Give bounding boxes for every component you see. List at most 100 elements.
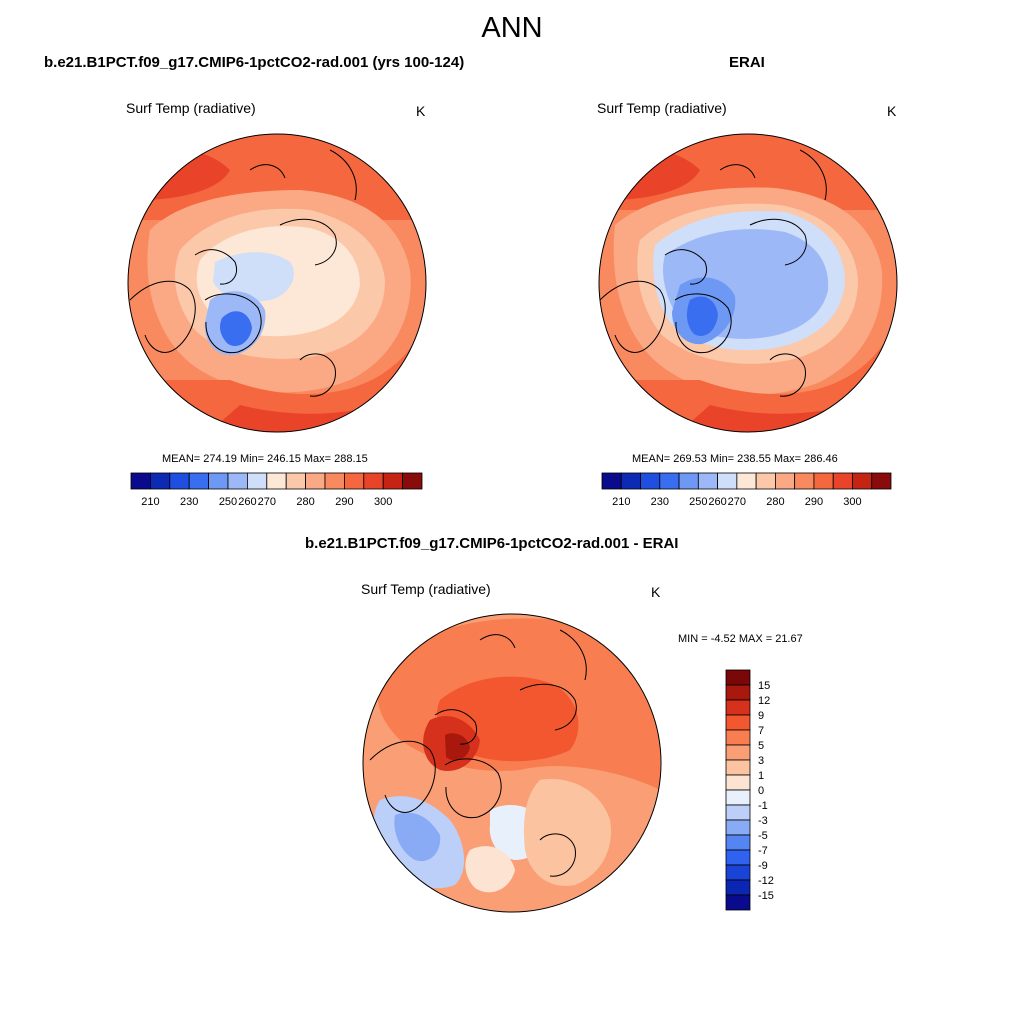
colorbar-difference-swatch: [725, 894, 751, 911]
colorbar-model-tick-label: 230: [180, 496, 198, 508]
colorbar-difference-swatch: [725, 714, 751, 731]
panel-3-variable: Surf Temp (radiative): [361, 581, 491, 597]
panel-3-stats: MIN = -4.52 MAX = 21.67: [678, 633, 803, 645]
colorbar-difference-tick-label: -12: [758, 875, 774, 887]
colorbar-model-swatch: [285, 472, 307, 490]
colorbar-model-swatch: [363, 472, 384, 490]
colorbar-erai-tick-label: 280: [766, 496, 784, 508]
colorbar-difference-tick-label: -7: [758, 845, 768, 857]
map-erai: [599, 134, 897, 432]
panel-3-title: b.e21.B1PCT.f09_g17.CMIP6-1pctCO2-rad.00…: [305, 535, 679, 552]
colorbar-erai-tick-label: 290: [805, 496, 823, 508]
colorbar-erai-swatch: [601, 472, 622, 490]
colorbar-erai-tick-label: 210: [612, 496, 630, 508]
colorbar-erai-tick-label: 270: [728, 496, 746, 508]
colorbar-model-tick-label: 300: [374, 496, 392, 508]
colorbar-erai-swatch: [659, 472, 680, 490]
colorbar-difference-swatch: [725, 789, 751, 806]
colorbar-erai-swatch: [852, 472, 873, 490]
colorbar-erai-tick-label: 300: [843, 496, 861, 508]
colorbar-erai-tick-label: 250: [689, 496, 707, 508]
colorbar-erai-swatch: [717, 472, 738, 490]
panel-1-variable: Surf Temp (radiative): [126, 100, 256, 116]
colorbar-model-swatch: [188, 472, 209, 490]
colorbar-model-swatch: [246, 472, 268, 490]
panel-2-stats: MEAN= 269.53 Min= 238.55 Max= 286.46: [632, 453, 838, 465]
colorbar-model-swatch: [130, 472, 151, 490]
colorbar-model-swatch: [266, 472, 287, 490]
colorbar-erai-swatch: [736, 472, 757, 490]
colorbar-difference-tick-label: 0: [758, 785, 764, 797]
colorbar-erai-swatch: [775, 472, 796, 490]
map-erai-border: [598, 133, 898, 433]
colorbar-difference-swatch: [725, 699, 751, 716]
colorbar-model-swatch: [343, 472, 365, 490]
colorbar-erai-tick-label: 230: [651, 496, 669, 508]
figure-title: ANN: [481, 12, 543, 44]
colorbar-difference-swatch: [725, 804, 751, 821]
colorbar-model-swatch: [208, 472, 229, 490]
panel-2-units: K: [887, 103, 897, 119]
colorbar-model-swatch: [305, 472, 326, 490]
colorbar-difference-tick-label: 15: [758, 680, 770, 692]
colorbar-difference-swatch: [725, 744, 751, 761]
map-model-border: [127, 133, 427, 433]
colorbar-model-swatch: [382, 472, 404, 490]
colorbar-model-tick-label: 250: [219, 496, 237, 508]
colorbar-model-tick-label: 280: [296, 496, 314, 508]
colorbar-model-swatch: [169, 472, 190, 490]
map-model: [128, 134, 426, 432]
colorbar-difference-swatch: [725, 669, 751, 686]
colorbar-model-swatch: [402, 472, 423, 490]
panel-2-variable: Surf Temp (radiative): [597, 100, 727, 116]
colorbar-erai-swatch: [755, 472, 776, 490]
colorbar-model-tick-label: 290: [335, 496, 353, 508]
panel-1-stats: MEAN= 274.19 Min= 246.15 Max= 288.15: [162, 453, 368, 465]
colorbar-difference-tick-label: 7: [758, 725, 764, 737]
colorbar-model: 210 230 250 260 270 280 290 300: [130, 472, 423, 508]
colorbar-erai-swatch: [640, 472, 661, 490]
colorbar-erai-swatch: [832, 472, 853, 490]
colorbar-model-swatch: [227, 472, 248, 490]
colorbar-difference-tick-label: -15: [758, 890, 774, 902]
colorbar-difference-tick-label: 5: [758, 740, 764, 752]
colorbar-difference-tick-label: 1: [758, 770, 764, 782]
panel-1-units: K: [416, 103, 426, 119]
colorbar-difference-swatch: [725, 864, 751, 881]
colorbar-difference-tick-label: -1: [758, 800, 768, 812]
panel-3-units: K: [651, 584, 661, 600]
colorbar-difference-tick-label: -3: [758, 815, 768, 827]
colorbar-difference-tick-label: 12: [758, 695, 770, 707]
colorbar-model-tick-label: 270: [258, 496, 276, 508]
colorbar-difference-swatch: [725, 819, 751, 836]
colorbar-difference-tick-label: 3: [758, 755, 764, 767]
colorbar-erai-swatch: [620, 472, 641, 490]
colorbar-difference-swatch: [725, 759, 751, 776]
panel-1-title: b.e21.B1PCT.f09_g17.CMIP6-1pctCO2-rad.00…: [44, 54, 465, 71]
colorbar-difference-swatch: [725, 849, 751, 866]
colorbar-erai-swatch: [813, 472, 834, 490]
colorbar-erai-swatch: [794, 472, 815, 490]
colorbar-difference-swatch: [725, 834, 751, 851]
colorbar-difference-swatch: [725, 729, 751, 746]
colorbar-difference-tick-label: -5: [758, 830, 768, 842]
colorbar-difference-tick-label: -9: [758, 860, 768, 872]
colorbar-model-tick-label: 260: [238, 496, 256, 508]
colorbar-erai-swatch: [697, 472, 718, 490]
colorbar-model-swatch: [149, 472, 171, 490]
colorbar-difference-tick-label: 9: [758, 710, 764, 722]
colorbar-difference-swatch: [725, 684, 751, 701]
colorbar-erai-swatch: [678, 472, 699, 490]
map-difference-border: [362, 613, 662, 913]
colorbar-difference-swatch: [725, 774, 751, 791]
panel-2-title: ERAI: [729, 54, 765, 71]
colorbar-model-tick-label: 210: [141, 496, 159, 508]
colorbar-erai-swatch: [871, 472, 892, 490]
colorbar-model-swatch: [324, 472, 345, 490]
colorbar-erai: 210 230 250 260 270 280 290 300: [601, 472, 892, 508]
map-difference: [363, 614, 661, 912]
colorbar-difference-swatch: [725, 879, 751, 896]
colorbar-erai-tick-label: 260: [708, 496, 726, 508]
colorbar-difference: 15 12 9 7 5 3 1 0 -1 -3 -5 -7 -9 -12 -15: [725, 669, 774, 911]
